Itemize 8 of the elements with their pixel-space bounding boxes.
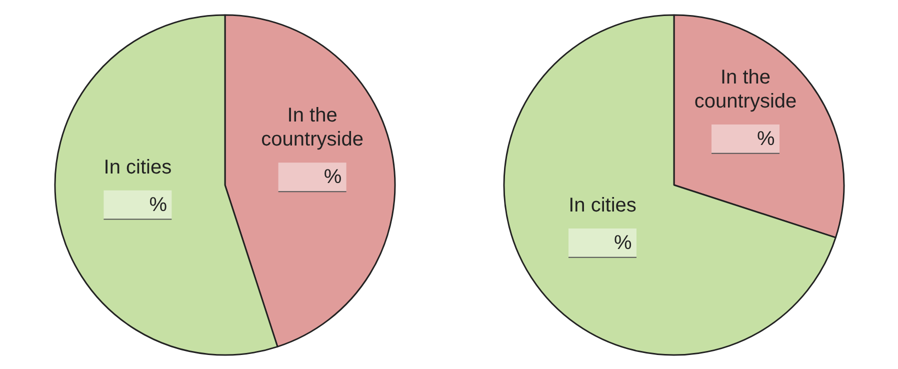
data-label: % bbox=[149, 194, 168, 216]
data-label: % bbox=[757, 128, 776, 150]
slice-label: In cities bbox=[568, 194, 636, 217]
slice-label: In the countryside bbox=[694, 66, 797, 113]
slice-label: In the countryside bbox=[261, 104, 364, 151]
data-label: % bbox=[614, 232, 632, 254]
slice-label: In cities bbox=[104, 156, 172, 178]
data-label: % bbox=[324, 166, 342, 188]
